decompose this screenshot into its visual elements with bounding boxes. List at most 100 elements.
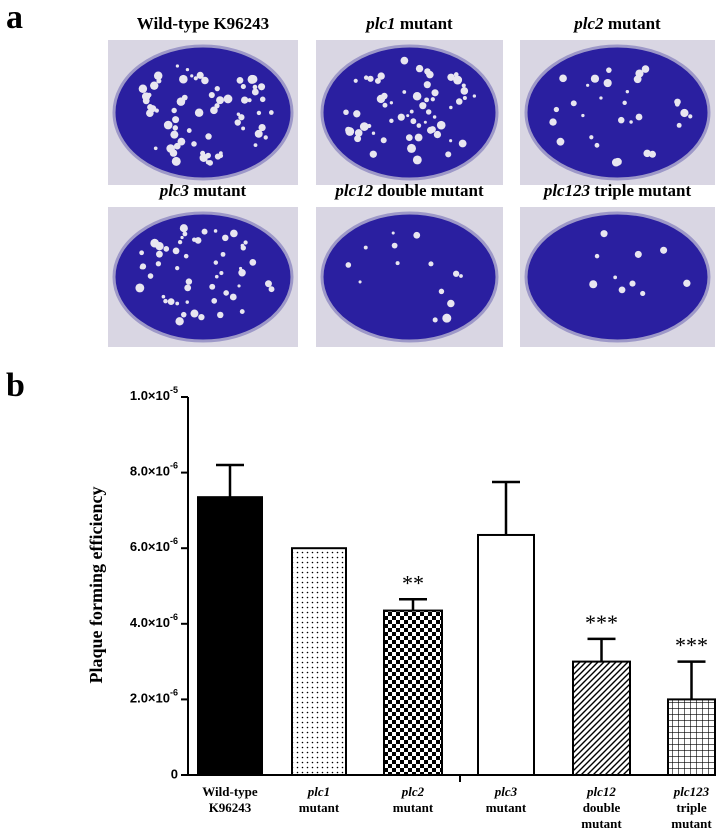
plaque [391, 242, 398, 249]
plaque [241, 126, 246, 131]
plaque [171, 156, 181, 166]
plaque [138, 84, 148, 93]
plaque [674, 101, 680, 107]
y-tick-label: 8.0×10-6 [130, 461, 178, 479]
plaque [229, 293, 237, 301]
plaque [369, 150, 377, 158]
plaque [209, 283, 216, 290]
plaque [382, 102, 388, 108]
plaque [171, 107, 177, 114]
plaque [460, 87, 469, 95]
plaque [377, 72, 385, 80]
plaque [581, 113, 585, 118]
plaque [214, 274, 219, 279]
plaque [683, 279, 691, 287]
error-bar [216, 463, 244, 498]
plaque [220, 251, 226, 257]
plaque [153, 71, 163, 81]
plaque [429, 126, 436, 133]
plaque [254, 129, 263, 138]
plaque [410, 118, 417, 125]
plaque [213, 260, 219, 265]
bar [667, 698, 716, 777]
y-axis-label: Plaque forming efficiency [86, 487, 106, 684]
plate-title-part: mutant [189, 181, 246, 200]
plaque [423, 120, 427, 124]
plaque [208, 92, 215, 99]
plaque [146, 92, 152, 98]
plaque [172, 125, 179, 131]
plaque [553, 106, 560, 113]
plaque [442, 313, 452, 323]
plaque [462, 96, 467, 101]
plaque [363, 75, 369, 80]
plaque [258, 83, 266, 91]
plaque [177, 239, 183, 245]
bar [572, 660, 631, 776]
plaque [416, 123, 422, 128]
plaque [139, 250, 144, 256]
plaque [157, 244, 161, 248]
plaque [258, 123, 266, 132]
plaque [447, 73, 455, 81]
plaque [629, 280, 636, 287]
plaque [613, 275, 618, 280]
bar [197, 496, 263, 776]
plaque [186, 128, 192, 133]
y-tick-label: 4.0×10-6 [130, 612, 178, 630]
significance-label: ** [402, 570, 424, 595]
x-tick-label: mutant [671, 816, 712, 831]
plaque [214, 85, 220, 92]
x-tick-label: Wild-type [202, 784, 258, 799]
plaque [193, 76, 198, 81]
plaque [201, 228, 208, 235]
plaque [241, 96, 249, 104]
plaque [459, 274, 463, 278]
plaque [430, 97, 435, 102]
plaque [185, 300, 189, 304]
plaque [606, 67, 612, 73]
plaque [354, 135, 362, 143]
plate-title: plc1 mutant [364, 14, 453, 33]
plaque [438, 288, 445, 295]
plaque [153, 146, 158, 151]
plaque [358, 280, 362, 284]
plate [524, 211, 711, 343]
plaque [415, 64, 424, 73]
plaque [643, 149, 651, 158]
plaque [150, 238, 160, 248]
error-bar [399, 597, 427, 611]
bar [383, 609, 443, 776]
plate-title-part: mutant [396, 14, 453, 33]
plaque [381, 92, 388, 100]
plaque [238, 269, 246, 277]
plaque [175, 317, 184, 326]
plaque [161, 294, 166, 299]
plaque [409, 109, 414, 114]
plaque [198, 313, 205, 321]
significance-label: *** [585, 610, 618, 635]
plaque [660, 246, 668, 254]
x-tick-label: mutant [393, 800, 434, 815]
x-tick-label: mutant [299, 800, 340, 815]
plaque [380, 137, 387, 144]
plaque [219, 270, 224, 276]
plaque [367, 75, 374, 82]
plaque [163, 120, 173, 130]
plaque [353, 78, 358, 83]
plaque [166, 144, 175, 153]
plaque [234, 119, 241, 126]
plaque [252, 84, 258, 90]
plaque [263, 135, 268, 140]
plaque [413, 231, 421, 239]
plaque [238, 114, 245, 121]
plaque [265, 280, 272, 288]
x-tick-label: mutant [486, 800, 527, 815]
x-tick-label: plc2 [401, 784, 425, 799]
plaque [210, 106, 218, 115]
plaque [167, 298, 175, 306]
plaque [549, 118, 557, 126]
plaque [240, 84, 246, 90]
plate-title: plc123 triple mutant [542, 181, 692, 200]
plaque [156, 250, 163, 258]
